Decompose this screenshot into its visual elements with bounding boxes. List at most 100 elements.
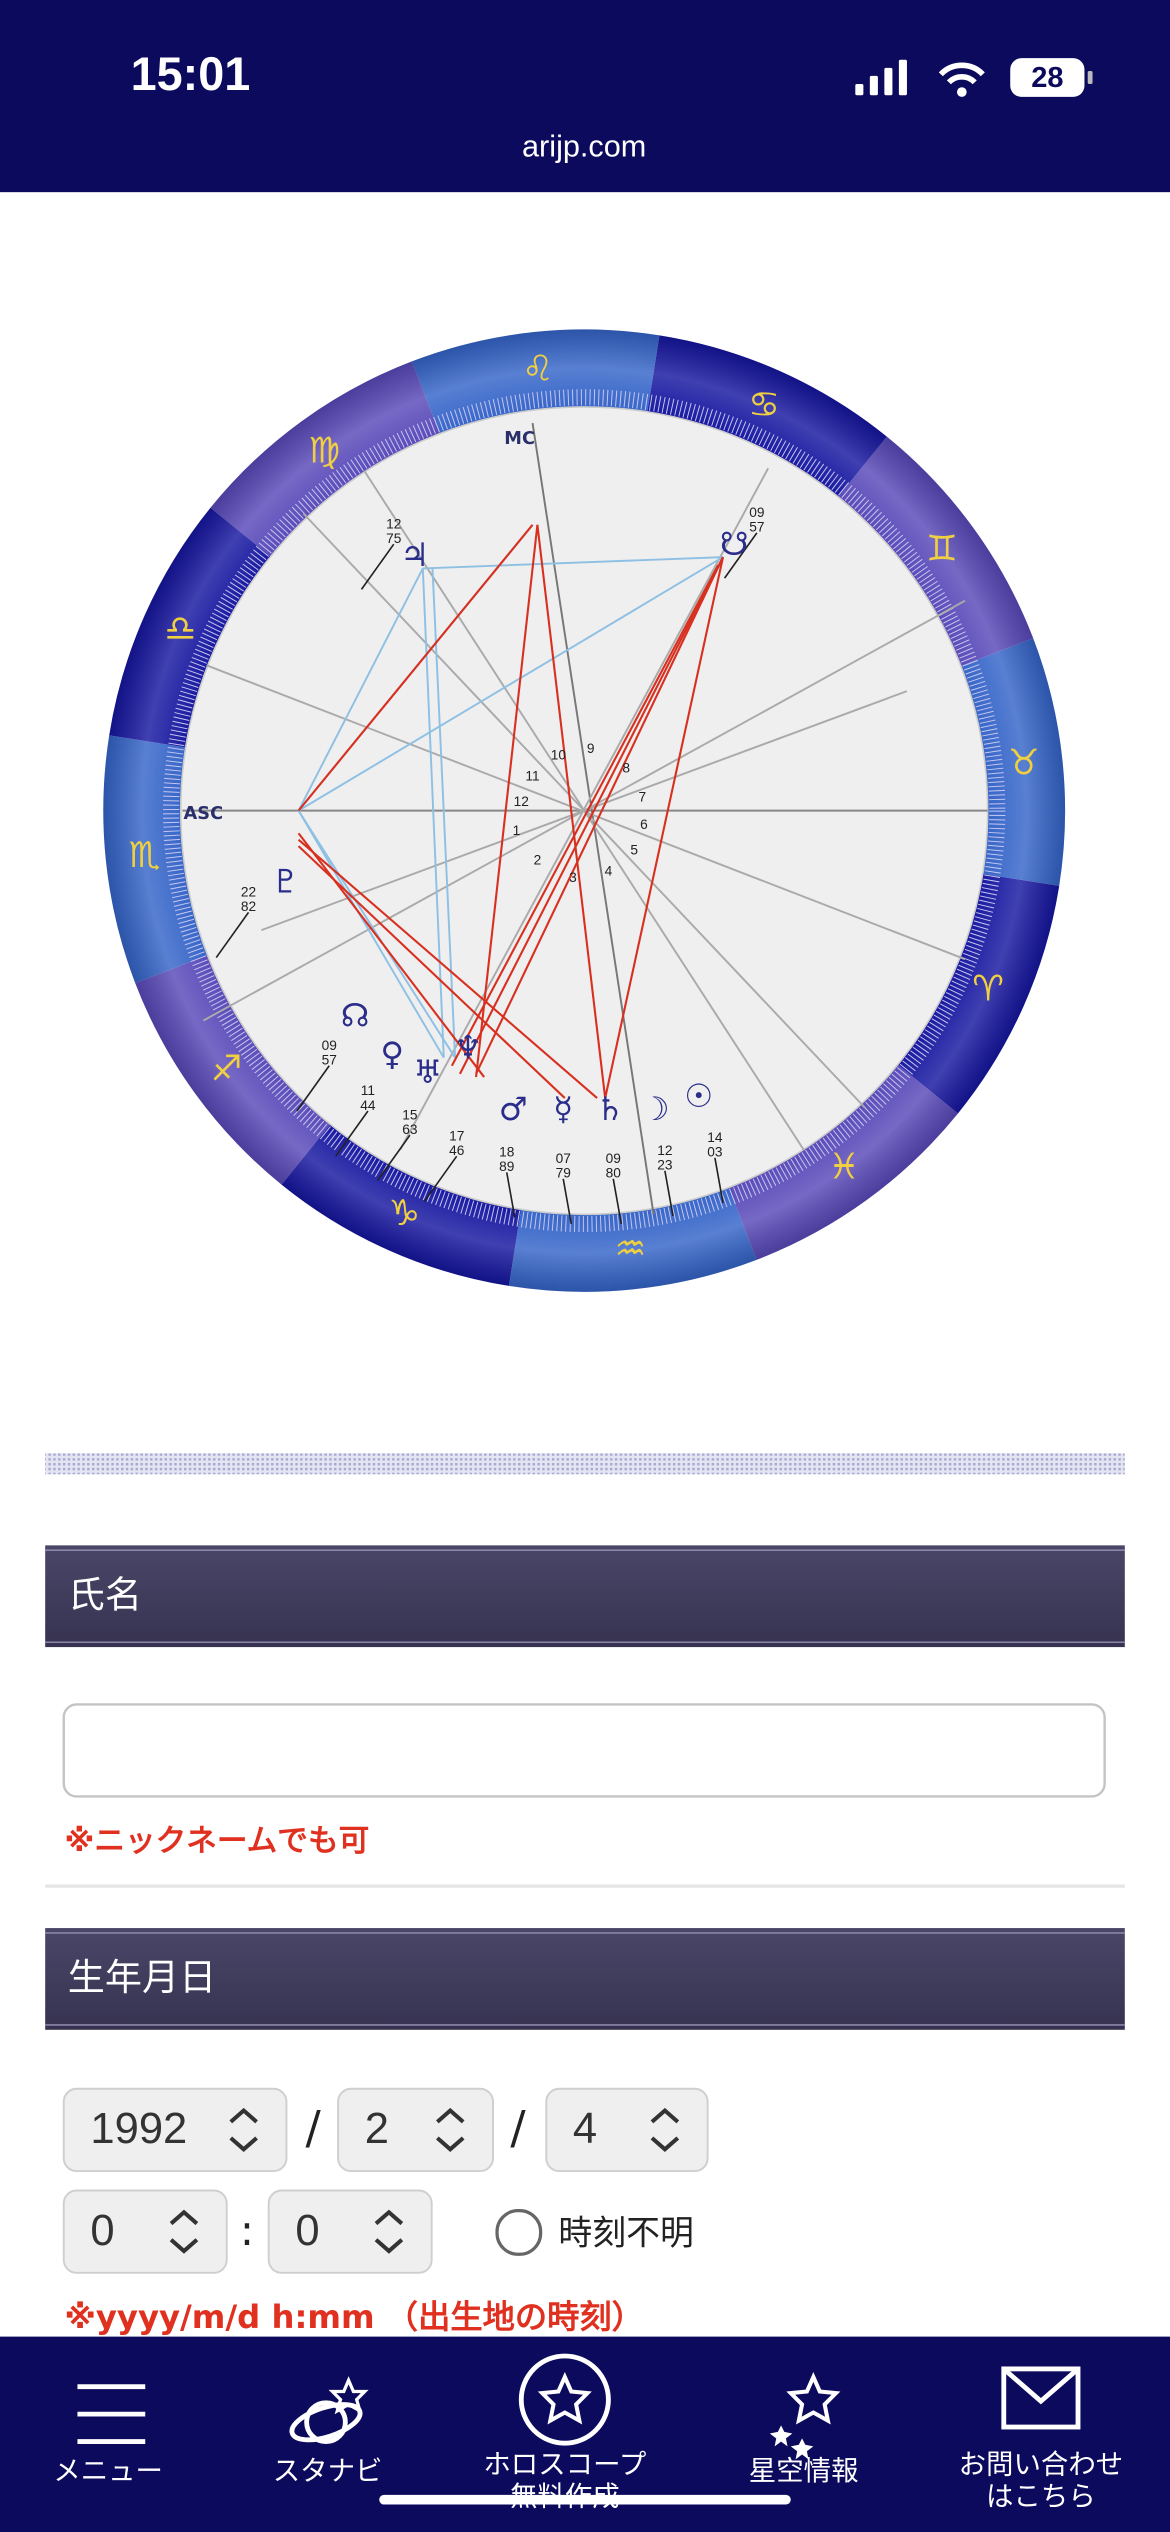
planet-pointer	[296, 1065, 330, 1112]
zodiac-sign: ♌	[522, 349, 554, 390]
aspect-line	[297, 845, 566, 1099]
mc-label: MC	[504, 429, 535, 449]
select-value: 4	[573, 2105, 597, 2153]
degree-ticks	[162, 389, 1006, 1233]
planet-minute: 23	[657, 1158, 673, 1173]
planet-glyph: ♂	[499, 1090, 528, 1128]
planet-pointer	[714, 1157, 724, 1204]
planet-degree: 07	[556, 1151, 571, 1166]
clock: 15:01	[131, 48, 251, 100]
section-title: 生年月日	[68, 1956, 216, 1999]
select-arrows	[436, 2107, 465, 2152]
url: arijp.com	[522, 130, 646, 164]
section-header	[45, 1545, 1125, 1648]
house-number: 2	[534, 852, 542, 867]
zodiac-sign: ♋	[748, 384, 780, 425]
planet-glyph: ☊	[341, 996, 370, 1034]
house-number: 4	[605, 864, 613, 879]
planet-glyph: ♀	[380, 1035, 404, 1073]
checkbox[interactable]	[495, 2209, 543, 2256]
planet-pointer	[376, 1134, 411, 1181]
select-value: 0	[90, 2207, 114, 2255]
aspect-line	[297, 810, 456, 1059]
planet-degree: 09	[749, 505, 764, 520]
select-box[interactable]	[62, 2087, 288, 2173]
planet-minute: 82	[241, 899, 256, 914]
planet-pointer	[723, 532, 758, 579]
planet-minute: 46	[449, 1143, 465, 1158]
select-value: 0	[295, 2207, 319, 2255]
select-arrows	[374, 2209, 404, 2254]
nav-icons	[77, 2353, 1081, 2446]
zodiac-sign: ♉	[1008, 742, 1040, 783]
aspect-line	[298, 556, 724, 812]
planet-minute: 75	[386, 531, 402, 546]
house-number: 9	[587, 741, 595, 756]
aspect-line	[604, 556, 725, 1099]
house-number: 7	[638, 789, 646, 804]
wifi-icon	[938, 62, 985, 85]
signal-icon	[855, 59, 907, 96]
zodiac-sign: ♓	[828, 1147, 860, 1188]
nav-label: ホロスコープ	[483, 2449, 646, 2480]
planet-pointer	[612, 1178, 623, 1225]
planet-degree: 22	[241, 885, 256, 900]
status-bar	[0, 0, 1170, 193]
house-number: 5	[630, 843, 638, 858]
planet-glyph: ☉	[684, 1077, 713, 1115]
aspect-line	[536, 524, 607, 1099]
planet-degree: 12	[657, 1143, 672, 1158]
planet-degree: 17	[449, 1128, 464, 1143]
planet-glyph: ♆	[454, 1029, 483, 1067]
planet-pointer	[215, 911, 250, 959]
zodiac-sign: ♐	[211, 1049, 243, 1090]
divider	[45, 1453, 1125, 1475]
select-arrows	[229, 2107, 258, 2152]
planet-minute: 57	[322, 1053, 337, 1068]
aspect-line	[431, 568, 457, 1058]
zodiac-sign: ♏	[129, 835, 161, 876]
planet-minute: 44	[360, 1098, 376, 1113]
select-box[interactable]	[267, 2189, 433, 2274]
name-input[interactable]	[62, 1703, 1106, 1798]
house-number: 12	[514, 794, 529, 809]
planet-degree: 14	[707, 1130, 723, 1145]
house-number: 3	[569, 870, 577, 885]
planet-pointer	[562, 1178, 573, 1225]
asc-label: ASC	[184, 804, 224, 824]
planet-glyph: ☿	[553, 1090, 573, 1128]
nav-label: はこちら	[986, 2482, 1096, 2513]
zodiac-sign: ♍	[308, 431, 340, 472]
zodiac-sign: ♈	[972, 969, 1004, 1010]
select-arrows	[650, 2107, 680, 2152]
select-box[interactable]	[337, 2087, 494, 2173]
house-number: 11	[525, 768, 539, 783]
hint: ※ニックネームでも可	[65, 1824, 370, 1859]
nav-label: スタナビ	[273, 2456, 383, 2487]
planet-glyph: ☽	[641, 1090, 670, 1128]
aspect-line	[475, 556, 724, 1075]
aspect-line	[297, 524, 534, 812]
checkbox-label: 時刻不明	[558, 2213, 694, 2252]
nav-item[interactable]	[0, 2341, 221, 2527]
zodiac-sign: ♊	[926, 529, 958, 570]
planet-minute: 03	[707, 1145, 723, 1160]
select-box[interactable]	[545, 2087, 709, 2173]
select-box[interactable]	[62, 2189, 228, 2274]
battery-level: 28	[1031, 62, 1063, 94]
aspect-line	[297, 810, 445, 1059]
planet-pointer	[423, 1155, 458, 1202]
select-arrows	[169, 2209, 199, 2254]
select-value: 1992	[90, 2105, 187, 2153]
planet-pointer	[664, 1170, 674, 1217]
planet-pointer	[360, 543, 395, 590]
section-header	[45, 1928, 1125, 2030]
planet-glyph: ♄	[596, 1090, 625, 1128]
aspect-line	[422, 556, 724, 570]
nav-stars	[769, 2425, 814, 2460]
house-number: 8	[622, 760, 630, 775]
house-number: 6	[640, 817, 648, 832]
battery	[1010, 58, 1085, 97]
